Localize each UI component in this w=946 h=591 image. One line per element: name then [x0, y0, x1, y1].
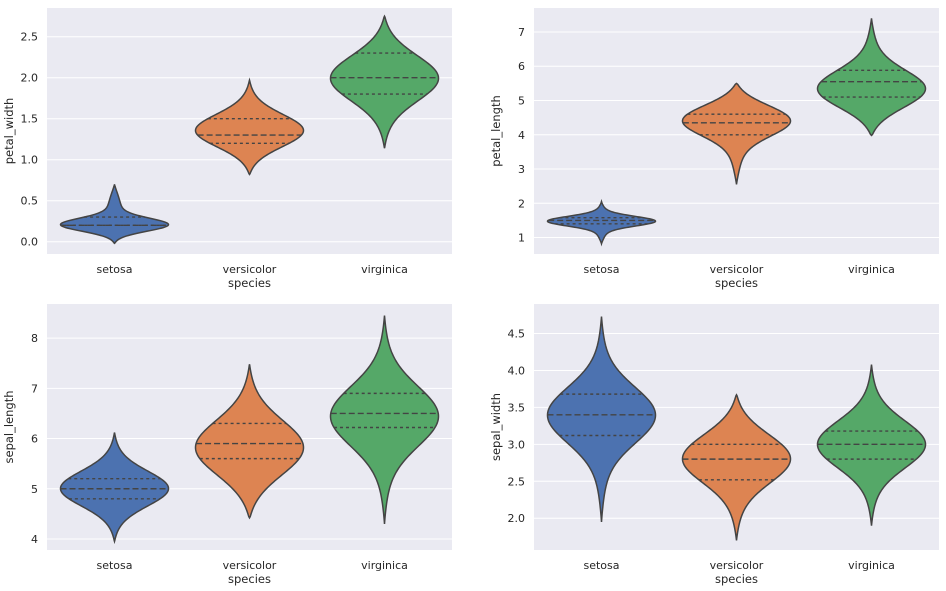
x-tick-label: setosa — [96, 263, 132, 276]
violin-virginica — [816, 364, 927, 526]
x-tick-label: versicolor — [223, 559, 277, 572]
violin-setosa — [546, 316, 657, 522]
y-tick-label: 4.0 — [508, 364, 526, 377]
y-tick-label: 4.5 — [508, 328, 526, 341]
violin-virginica — [816, 18, 927, 137]
x-axis-label: species — [715, 572, 758, 586]
chart-sepal-length: 4 5 6 7 8 setosa versicolor virginica species sep… — [2, 304, 452, 586]
x-axis-label: species — [715, 276, 758, 290]
y-tick-label: 0.5 — [21, 195, 39, 208]
violin-virginica — [329, 14, 440, 149]
y-tick-label: 2.5 — [21, 31, 39, 44]
y-tick-label: 0.0 — [21, 236, 39, 249]
violin-virginica — [329, 315, 440, 524]
y-tick-label: 3.0 — [508, 438, 526, 451]
x-tick-label: virginica — [361, 263, 408, 276]
chart-petal-width: 0.0 0.5 1.0 1.5 2.0 2.5 setosa versicolor virgin… — [2, 8, 452, 290]
y-tick-label: 2.0 — [508, 512, 526, 525]
violin-setosa — [59, 184, 170, 245]
violin-setosa — [59, 432, 170, 545]
y-tick-label: 7 — [518, 26, 525, 39]
y-axis-label: petal_width — [2, 98, 16, 165]
x-tick-label: versicolor — [223, 263, 277, 276]
y-tick-label: 3 — [518, 163, 525, 176]
y-tick-label: 4 — [31, 533, 38, 546]
y-axis-label: sepal_length — [2, 390, 16, 463]
y-axis-label: petal_length — [489, 95, 503, 167]
x-tick-label: versicolor — [710, 559, 764, 572]
violin-versicolor — [194, 77, 305, 176]
y-tick-label: 6 — [518, 60, 525, 73]
violin-versicolor — [681, 393, 792, 541]
x-tick-label: setosa — [583, 559, 619, 572]
x-tick-label: virginica — [848, 263, 895, 276]
x-tick-label: virginica — [361, 559, 408, 572]
y-tick-label: 1.5 — [21, 113, 39, 126]
x-axis-label: species — [228, 572, 271, 586]
x-tick-label: setosa — [96, 559, 132, 572]
chart-petal-length: 1 2 3 4 5 6 7 setosa versicolor virginica species p… — [489, 8, 939, 290]
y-tick-label: 6 — [31, 433, 38, 446]
y-axis-label: sepal_width — [489, 393, 503, 461]
violin-versicolor — [194, 364, 305, 520]
violin-setosa — [546, 198, 657, 247]
y-tick-label: 7 — [31, 382, 38, 395]
y-tick-label: 5 — [518, 95, 525, 108]
y-tick-label: 8 — [31, 332, 38, 345]
y-tick-label: 1.0 — [21, 154, 39, 167]
x-tick-label: virginica — [848, 559, 895, 572]
y-tick-label: 4 — [518, 129, 525, 142]
chart-sepal-width: 2.0 2.5 3.0 3.5 4.0 4.5 setosa versicolor virgin… — [489, 304, 939, 586]
y-tick-label: 1 — [518, 232, 525, 245]
y-tick-label: 3.5 — [508, 401, 526, 414]
x-tick-label: versicolor — [710, 263, 764, 276]
x-tick-label: setosa — [583, 263, 619, 276]
y-tick-label: 2.5 — [508, 475, 526, 488]
x-axis-label: species — [228, 276, 271, 290]
violin-versicolor — [681, 82, 792, 185]
y-tick-label: 5 — [31, 483, 38, 496]
y-tick-label: 2 — [518, 197, 525, 210]
y-tick-label: 2.0 — [21, 72, 39, 85]
